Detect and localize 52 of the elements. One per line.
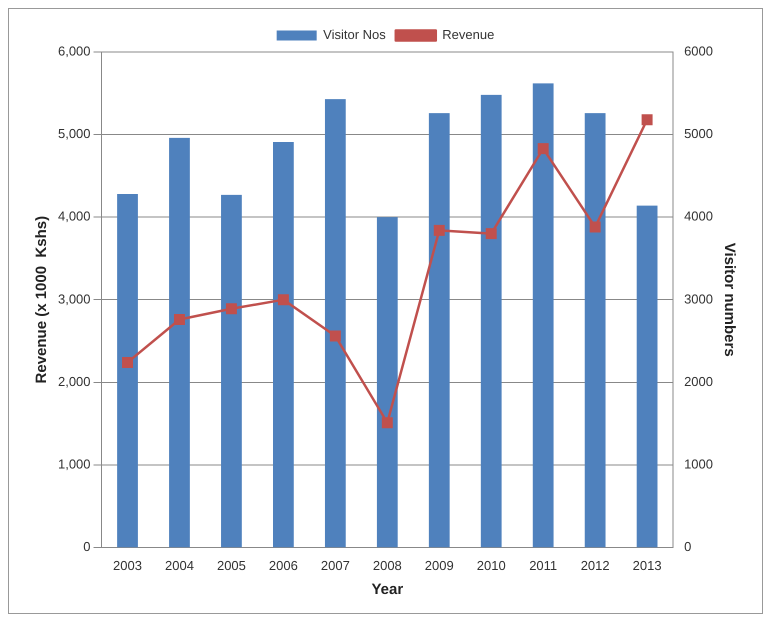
point [642,114,653,126]
y2-tick-label: 0 [684,538,692,554]
bar [636,206,658,548]
y-tick-label: 5,000 [58,126,91,142]
point [226,303,237,314]
x-tick-label: 2009 [424,558,454,573]
bar [117,194,138,548]
y-axis-title: Revenue (x 1000 Kshs) [33,216,50,384]
y2-tick-label: 2000 [684,374,713,389]
x-tick-label: 2007 [320,558,350,573]
x-tick-label: 2008 [372,558,402,573]
y2-tick-label: 4000 [684,208,713,224]
y-tick-label: 1,000 [58,456,91,472]
bar [480,94,502,548]
point [174,314,185,326]
bar [221,194,242,548]
x-tick-label: 2003 [113,558,142,573]
x-tick-label: 2011 [529,558,558,573]
point [330,330,341,342]
point [122,356,134,368]
point [486,228,497,240]
point [278,294,289,306]
x-tick-label: 2010 [476,558,506,573]
y-tick-label: 2,000 [58,374,91,389]
point [382,417,393,428]
point [538,143,549,154]
y-tick-label: 6,000 [58,44,91,59]
y2-tick-label: 5000 [684,126,713,142]
bar [532,83,554,548]
x-tick-label: 2013 [632,558,662,573]
y-tick-label: 4,000 [58,208,91,224]
y-tick-label: 3,000 [58,291,91,306]
y2-tick-label: 6000 [684,44,713,59]
x-axis-title: Year [371,581,404,598]
bar [324,99,346,548]
x-tick-label: 2005 [216,558,246,573]
bar [584,113,606,548]
x-tick-label: 2004 [165,558,194,573]
legend-label: Revenue [442,27,494,42]
y2-tick-label: 1000 [684,456,713,472]
x-tick-label: 2006 [268,558,298,573]
bar [272,142,294,548]
point [434,224,445,236]
x-tick-label: 2012 [580,558,610,573]
point [590,222,601,233]
bar [428,113,450,548]
y-tick-label: 0 [83,538,91,554]
y2-axis-title: Visitor numbers [720,242,738,357]
y2-tick-label: 3000 [684,291,713,306]
bar [169,138,190,548]
bar [376,217,398,548]
legend-label: Visitor Nos [323,27,386,42]
